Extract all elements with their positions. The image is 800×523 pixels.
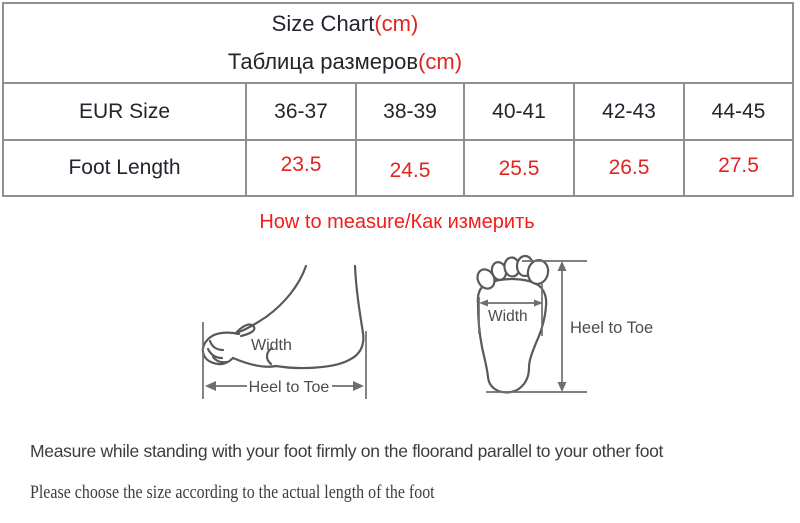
title-en-unit: (cm) [374, 11, 419, 36]
foot-length-row: Foot Length 23.5 24.5 25.5 26.5 27.5 [2, 139, 794, 197]
foot-length-value-text: 23.5 [280, 153, 322, 176]
title-ru-unit: (cm) [418, 49, 463, 74]
eur-size-value: 44-45 [683, 82, 794, 141]
eur-size-value: 40-41 [463, 82, 575, 141]
heel-to-toe-marker [486, 260, 587, 393]
note-measure-standing: Measure while standing with your foot fi… [30, 441, 664, 461]
foot-length-value: 25.5 [463, 139, 575, 197]
instep-line [237, 264, 308, 334]
table-title-en: Size Chart(cm) [4, 5, 686, 43]
arrowhead-down-icon [557, 382, 567, 392]
how-to-measure-heading: How to measure/Как измерить [259, 211, 535, 233]
footprint-heel-to-toe-label: Heel to Toe [570, 319, 653, 337]
foot-length-value-text: 27.5 [718, 154, 759, 177]
title-en-text: Size Chart [271, 11, 375, 36]
footprint-diagram: Width Heel to Toe [476, 254, 653, 394]
eur-size-label: EUR Size [2, 82, 247, 141]
table-title-row: Size Chart(cm) Таблица размеров(cm) [2, 2, 794, 84]
arrowhead-up-icon [557, 261, 567, 271]
toe-arc [211, 355, 229, 364]
table-title-cell: Size Chart(cm) Таблица размеров(cm) [2, 2, 794, 84]
toe-arc [208, 339, 225, 352]
instep-curl [234, 323, 256, 338]
foot-length-value: 24.5 [355, 139, 465, 197]
footprint-sole-icon [476, 278, 548, 394]
foot-side-view-diagram: Width Heel to Toe [201, 264, 367, 399]
foot-length-value-text: 26.5 [608, 156, 650, 179]
foot-length-value-text: 25.5 [498, 157, 540, 180]
arrowhead-right-icon [534, 299, 543, 307]
foot-length-value: 26.5 [573, 139, 685, 197]
width-marker [478, 284, 543, 336]
foot-side-outline-icon [201, 264, 365, 370]
arrowhead-right-icon [353, 381, 364, 391]
eur-size-row: EUR Size 36-37 38-39 40-41 42-43 44-45 [2, 82, 794, 141]
table-title-ru: Таблица размеров(cm) [4, 43, 686, 81]
size-table: Size Chart(cm) Таблица размеров(cm) EUR … [2, 2, 794, 197]
side-heel-to-toe-label: Heel to Toe [249, 379, 330, 396]
side-width-label: Width [251, 337, 292, 354]
arrowhead-left-icon [205, 381, 216, 391]
eur-size-value: 42-43 [573, 82, 685, 141]
foot-length-value: 23.5 [245, 139, 357, 197]
foot-length-value-text: 24.5 [389, 159, 431, 182]
note-choose-size: Please choose the size according to the … [30, 482, 435, 503]
sole-heel-line [231, 264, 365, 370]
heel-to-toe-marker [202, 322, 367, 399]
arrowhead-left-icon [479, 299, 488, 307]
foot-length-value: 27.5 [683, 139, 794, 197]
foot-length-label: Foot Length [2, 139, 247, 197]
eur-size-value: 38-39 [355, 82, 465, 141]
footprint-width-label: Width [488, 308, 528, 325]
title-ru-text: Таблица размеров [227, 49, 419, 74]
footprint-toes-icon [476, 254, 550, 290]
ball-hook [265, 346, 274, 366]
eur-size-value: 36-37 [245, 82, 357, 141]
toe-arc [206, 347, 224, 360]
